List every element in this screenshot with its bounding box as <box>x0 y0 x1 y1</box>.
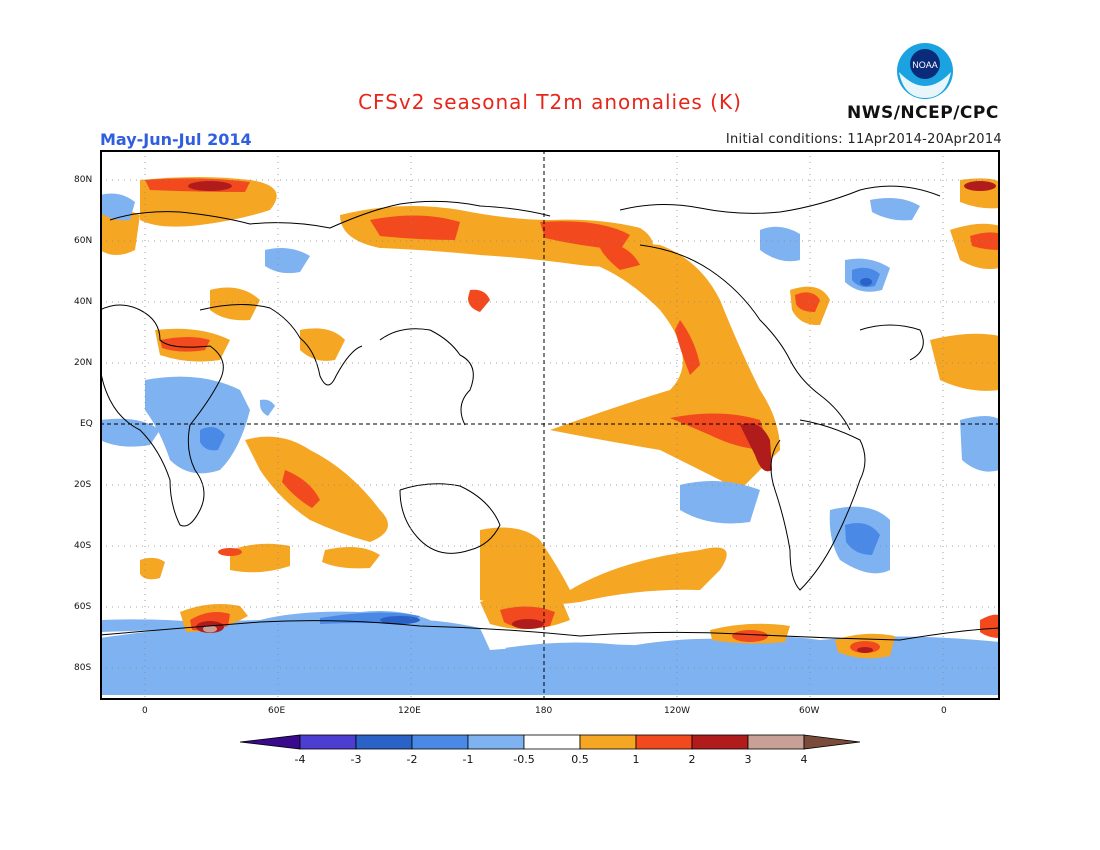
colorbar-tick-4: -0.5 <box>513 753 534 766</box>
south-pacific-neg-band <box>505 638 760 658</box>
colorbar: -4 -3 -2 -1 -0.5 0.5 1 2 3 4 <box>240 734 861 766</box>
lon-label-120e: 120E <box>398 706 421 716</box>
colorbar-seg-4 <box>467 734 525 750</box>
initial-conditions-label: Initial conditions: 11Apr2014-20Apr2014 <box>725 132 1002 147</box>
lon-label-0-right: 0 <box>941 706 947 716</box>
colorbar-seg-3 <box>411 734 469 750</box>
anomaly-map <box>100 150 1000 700</box>
equator-dateline <box>100 150 1000 700</box>
colorbar-tick-2: -2 <box>407 753 418 766</box>
colorbar-tick-5: 0.5 <box>571 753 589 766</box>
lat-label-20n: 20N <box>74 358 93 368</box>
lat-label-60n: 60N <box>74 236 93 246</box>
south-pacific-warm-zone <box>480 527 727 606</box>
chart-title: CFSv2 seasonal T2m anomalies (K) <box>358 90 742 114</box>
colorbar-seg-10 <box>803 734 861 750</box>
lon-label-60e: 60E <box>268 706 286 716</box>
lat-label-40s: 40S <box>74 541 92 551</box>
lat-label-60s: 60S <box>74 602 92 612</box>
noaa-logo-icon: NOAA <box>897 43 953 99</box>
lat-label-80n: 80N <box>74 175 93 185</box>
lon-label-120w: 120W <box>664 706 691 716</box>
agency-label: NWS/NCEP/CPC <box>847 103 999 123</box>
lat-label-20s: 20S <box>74 480 92 490</box>
lat-label-40n: 40N <box>74 297 93 307</box>
svg-text:NOAA: NOAA <box>912 60 938 70</box>
colorbar-seg-7 <box>635 734 693 750</box>
colorbar-tick-7: 2 <box>689 753 696 766</box>
colorbar-seg-2 <box>355 734 413 750</box>
lat-label-80s: 80S <box>74 663 92 673</box>
colorbar-seg-6 <box>579 734 637 750</box>
colorbar-tick-1: -3 <box>351 753 362 766</box>
lon-label-60w: 60W <box>799 706 820 716</box>
colorbar-seg-0 <box>240 734 301 750</box>
colorbar-tick-0: -4 <box>295 753 306 766</box>
colorbar-tick-3: -1 <box>463 753 474 766</box>
colorbar-seg-5 <box>523 734 581 750</box>
colorbar-seg-1 <box>299 734 357 750</box>
lat-label-eq: EQ <box>80 419 93 429</box>
colorbar-tick-6: 1 <box>633 753 640 766</box>
colorbar-tick-9: 4 <box>801 753 808 766</box>
colorbar-seg-9 <box>747 734 805 750</box>
colorbar-tick-8: 3 <box>745 753 752 766</box>
lat-lon-grid <box>100 150 1000 700</box>
indian-ocean-warm-zone <box>245 436 388 542</box>
colorbar-seg-8 <box>691 734 749 750</box>
season-label: May-Jun-Jul 2014 <box>100 130 252 149</box>
lon-label-0: 0 <box>142 706 148 716</box>
lon-label-180: 180 <box>535 706 553 716</box>
coastlines <box>100 185 1000 641</box>
